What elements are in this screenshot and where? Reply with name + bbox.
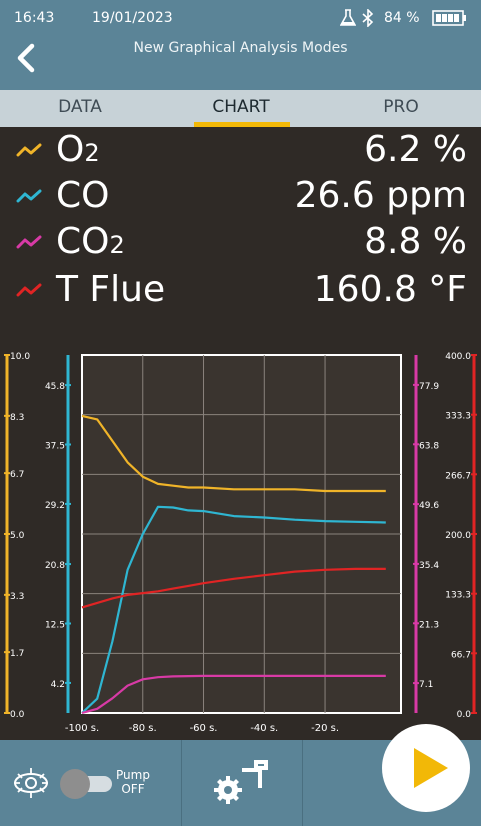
pump-label: Pump OFF: [116, 768, 150, 796]
tab-chart[interactable]: CHART: [212, 97, 270, 117]
header-bar: 16:43 19/01/2023 84 % New Graphical Anal…: [0, 0, 481, 90]
reading-tflue: T Flue 160.8 °F: [0, 269, 481, 315]
series-line-t-flue: [81, 567, 386, 609]
axis-tick-label-tflue: 400.0: [445, 352, 471, 362]
reading-tflue-value: 160.8 °F: [313, 269, 467, 310]
series-line-o2: [81, 414, 386, 493]
axis-tick-label-tflue: 66.7: [451, 650, 471, 660]
axis-tick-label-o2: 1.7: [10, 649, 24, 659]
reading-tflue-label: T Flue: [56, 269, 166, 310]
x-tick-label: -80 s.: [129, 723, 157, 734]
axis-tick-label-o2: 8.3: [10, 413, 24, 423]
start-analysis-button[interactable]: [382, 724, 470, 812]
pump-toggle-knob[interactable]: [60, 769, 90, 799]
back-button[interactable]: [10, 38, 44, 78]
play-icon[interactable]: [382, 724, 470, 812]
reading-co2-label: CO2: [56, 221, 125, 262]
tab-pro[interactable]: PRO: [383, 97, 419, 117]
reading-co2: CO2 8.8 %: [0, 221, 481, 267]
tflue-trend-icon: [16, 283, 42, 297]
axis-tick-label-tflue: 266.7: [445, 471, 471, 481]
x-tick-label: -40 s.: [250, 723, 278, 734]
axis-tick-label-co: 4.2: [51, 680, 65, 690]
battery-icon: [432, 10, 466, 26]
reading-co-label: CO: [56, 175, 110, 216]
x-tick-label: -20 s.: [311, 723, 339, 734]
axis-tick-label-co2: 21.3: [419, 620, 439, 630]
bottom-divider-1: [181, 740, 182, 826]
x-tick-label: -60 s.: [190, 723, 218, 734]
readings-panel: O2 6.2 % CO 26.6 ppm CO2 8.8 % T Flue 16…: [0, 127, 481, 347]
axis-tick-label-tflue: 133.3: [445, 591, 471, 601]
axis-tick-label-co2: 7.1: [419, 680, 433, 690]
axis-tick-label-o2: 10.0: [10, 352, 30, 362]
axis-tick-label-o2: 6.7: [10, 470, 24, 480]
reading-co-value: 26.6 ppm: [294, 175, 467, 216]
series-line-co2: [81, 674, 386, 715]
status-time: 16:43: [14, 10, 55, 26]
axis-tick-label-co2: 49.6: [419, 501, 439, 511]
x-tick-label: -100 s.: [65, 723, 99, 734]
settings-probe-icon[interactable]: [212, 758, 270, 808]
axis-tick-label-co: 37.5: [45, 442, 65, 452]
pump-label-state: OFF: [121, 782, 145, 796]
battery-percent: 84 %: [384, 10, 420, 26]
tab-active-indicator: [194, 122, 290, 127]
axis-tick-label-co: 20.8: [45, 561, 65, 571]
axis-tick-label-co: 45.8: [45, 382, 65, 392]
tab-data[interactable]: DATA: [58, 97, 102, 117]
reading-co2-value: 8.8 %: [364, 221, 467, 262]
axis-tick-label-o2: 0.0: [10, 710, 25, 720]
axis-tick-label-co: 12.5: [45, 621, 65, 631]
page-title: New Graphical Analysis Modes: [133, 40, 348, 56]
axis-tick-label-o2: 3.3: [10, 592, 24, 602]
tab-bar: DATA CHART PRO: [0, 90, 481, 127]
reading-o2-value: 6.2 %: [364, 129, 467, 170]
series-line-co: [81, 505, 386, 714]
flask-icon: [340, 9, 356, 26]
reading-co: CO 26.6 ppm: [0, 175, 481, 221]
trend-chart: 10.0 8.3 6.7 5.0 3.3 1.7 0.0 45.8 37.5 29.2 20.8 12…: [4, 352, 477, 734]
axis-tick-label-tflue: 333.3: [445, 412, 471, 422]
bottom-divider-2: [302, 740, 303, 826]
axis-tick-label-o2: 5.0: [10, 531, 25, 541]
o2-trend-icon: [16, 143, 42, 157]
burner-icon[interactable]: [12, 764, 50, 802]
bluetooth-icon: [362, 9, 374, 27]
axis-tick-label-co2: 63.8: [419, 441, 439, 451]
axis-tick-label-tflue: 0.0: [457, 710, 472, 720]
reading-o2-label: O2: [56, 129, 100, 170]
co2-trend-icon: [16, 235, 42, 249]
axis-tick-label-co2: 35.4: [419, 561, 439, 571]
axis-tick-label-co2: 77.9: [419, 382, 439, 392]
co-trend-icon: [16, 189, 42, 203]
axis-tick-label-tflue: 200.0: [445, 531, 471, 541]
pump-label-title: Pump: [116, 768, 150, 782]
axis-tick-label-co: 29.2: [45, 501, 65, 511]
status-date: 19/01/2023: [92, 10, 173, 26]
reading-o2: O2 6.2 %: [0, 129, 481, 175]
